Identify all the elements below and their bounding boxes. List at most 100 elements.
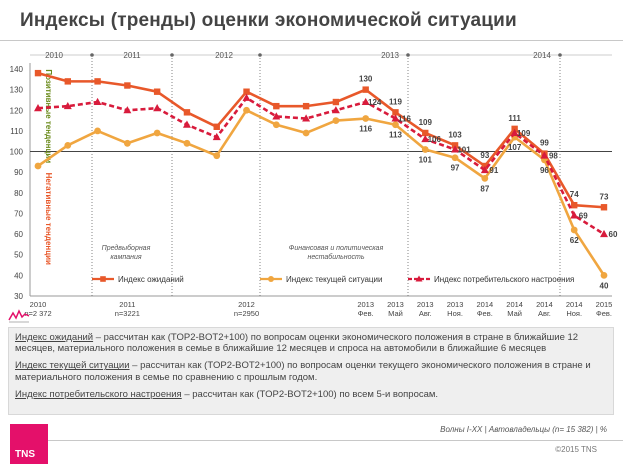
- series-line: [37, 108, 606, 277]
- data-label: 69: [579, 212, 588, 221]
- data-point-circle: [64, 141, 72, 149]
- data-label: 98: [549, 152, 558, 161]
- period-separator-dot: [90, 53, 94, 57]
- period-label: 2010: [45, 51, 63, 60]
- period-separator-dot: [258, 53, 262, 57]
- desc-term: Индекс потребительского настроения: [15, 388, 182, 400]
- data-label: 124: [368, 98, 382, 107]
- x-tick-label-top: 2014: [476, 300, 493, 309]
- y-tick-label: 40: [14, 271, 23, 280]
- data-point-circle: [34, 162, 42, 170]
- legend-swatch-marker: [415, 275, 423, 282]
- x-tick-label-bottom: Ноя.: [566, 309, 582, 318]
- desc-term: Индекс ожиданий: [15, 332, 94, 343]
- data-label: 87: [480, 184, 489, 193]
- series-line: [37, 96, 605, 236]
- data-point-square: [422, 129, 429, 137]
- data-point-triangle: [242, 93, 251, 101]
- desc-item-consumer: Индекс потребительского настроения – рас…: [15, 389, 607, 400]
- annotation-instability: Финансовая и политическая: [289, 245, 384, 252]
- x-tick-label-bottom: n=2 372: [24, 309, 51, 318]
- annotation-election: Предвыборная: [102, 244, 151, 252]
- x-tick-label-bottom: Авг.: [419, 309, 432, 318]
- data-point-circle: [570, 226, 578, 234]
- period-label: 2011: [123, 51, 141, 60]
- data-label: 93: [480, 151, 489, 160]
- footer-divider: [48, 440, 623, 441]
- x-tick-label-bottom: Фев.: [477, 309, 493, 318]
- y-tick-label: 100: [10, 148, 24, 157]
- desc-text: – рассчитан как (TOP2-BOT2+100) по вопро…: [15, 360, 591, 383]
- data-label: 109: [419, 118, 433, 127]
- data-label: 60: [609, 230, 618, 239]
- desc-term: Индекс текущей ситуации: [15, 360, 130, 372]
- data-label: 103: [448, 130, 462, 139]
- footnote: Волны I-XX | Автовладельцы (n= 15 382) |…: [440, 425, 607, 434]
- data-label: 111: [508, 114, 521, 123]
- data-label: 96: [540, 166, 549, 175]
- data-point-triangle: [451, 145, 460, 153]
- period-label: 2014: [533, 51, 551, 60]
- data-point-circle: [362, 115, 370, 122]
- y-tick-label: 30: [14, 292, 23, 301]
- period-separator-dot: [558, 53, 562, 57]
- data-label: 99: [540, 139, 549, 148]
- data-point-circle: [94, 127, 101, 135]
- logo-text: TNS: [15, 449, 35, 460]
- data-point-triangle: [331, 106, 340, 114]
- x-tick-label-top: 2012: [238, 300, 255, 309]
- tns-logo: TNS: [10, 424, 48, 464]
- period-separator-dot: [406, 53, 410, 57]
- data-point-circle: [153, 129, 161, 137]
- copyright: ©2015 TNS: [555, 445, 597, 454]
- y-tick-label: 80: [14, 189, 23, 198]
- positive-side-label: Позитивные тенденции: [44, 69, 53, 163]
- y-tick-label: 130: [10, 86, 24, 95]
- data-point-square: [302, 102, 310, 110]
- data-label: 73: [600, 192, 609, 201]
- data-point-triangle: [182, 120, 191, 128]
- x-tick-label-bottom: Авг.: [538, 309, 551, 318]
- data-label: 116: [359, 125, 372, 134]
- period-label: 2012: [215, 51, 233, 60]
- x-tick-label-bottom: Май: [507, 309, 522, 318]
- data-point-triangle: [34, 104, 42, 112]
- data-point-triangle: [510, 128, 519, 136]
- data-point-triangle: [123, 106, 132, 114]
- x-tick-label-bottom: Фев.: [596, 309, 612, 318]
- x-tick-label-top: 2014: [536, 300, 553, 309]
- x-tick-label-top: 2013: [387, 300, 404, 309]
- x-tick-label-top: 2011: [119, 300, 135, 309]
- data-label: 91: [489, 166, 498, 175]
- x-tick-label-bottom: Фев.: [358, 309, 374, 318]
- annotation-instability: нестабильность: [307, 253, 364, 261]
- data-label: 116: [398, 115, 411, 124]
- data-point-triangle: [421, 134, 430, 143]
- data-point-triangle: [361, 97, 370, 106]
- data-point-square: [34, 69, 42, 77]
- desc-text: – рассчитан как (TOP2-BOT2+100) по всем …: [181, 388, 439, 400]
- data-point-square: [362, 86, 369, 93]
- data-point-square: [94, 78, 101, 85]
- title-divider: [0, 40, 623, 41]
- series-line: [37, 71, 605, 209]
- data-label: 113: [389, 131, 402, 140]
- x-tick-label-top: 2014: [506, 300, 523, 309]
- data-point-circle: [183, 139, 191, 147]
- data-point-square: [243, 88, 250, 95]
- y-tick-label: 90: [14, 168, 23, 177]
- data-label: 119: [389, 97, 402, 106]
- data-label: 107: [508, 143, 522, 152]
- page-title: Индексы (тренды) оценки экономической си…: [20, 10, 517, 31]
- data-point-square: [571, 202, 578, 209]
- data-label: 106: [428, 135, 442, 144]
- data-point-circle: [451, 154, 459, 162]
- data-label: 74: [570, 190, 579, 199]
- signature-icon: [8, 309, 30, 323]
- data-point-square: [600, 204, 608, 211]
- y-tick-label: 60: [14, 230, 23, 239]
- data-label: 101: [457, 145, 471, 154]
- data-point-circle: [302, 129, 310, 137]
- data-label: 40: [600, 281, 609, 290]
- annotation-election: кампания: [110, 254, 141, 261]
